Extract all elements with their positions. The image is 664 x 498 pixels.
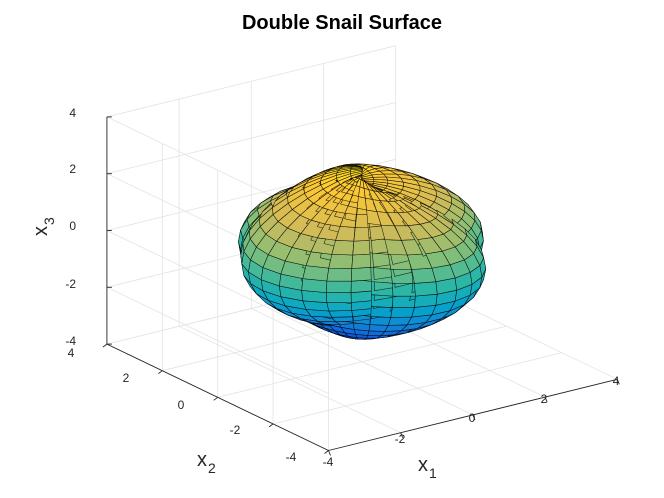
z-tick-labels: -4 -2 0 2 4 xyxy=(65,106,76,348)
x-axis-label-subscript: 1 xyxy=(429,465,437,481)
x-tick-mark xyxy=(328,450,331,456)
y-tick-label: 4 xyxy=(68,346,75,360)
x-tick-label: 4 xyxy=(613,374,620,388)
surface-patch xyxy=(463,234,478,255)
z-tick-label: -2 xyxy=(65,277,76,291)
surface-patch xyxy=(414,281,438,297)
y-tick-mark xyxy=(158,370,163,375)
surface-patch xyxy=(328,254,354,269)
axes-lines xyxy=(102,116,620,456)
y-tick-mark xyxy=(102,343,108,348)
grid-line xyxy=(217,325,507,398)
z-axis-label-subscript: 3 xyxy=(41,217,57,225)
surface-patch xyxy=(326,267,353,282)
z-tick-label: 2 xyxy=(69,162,76,176)
surface-patch xyxy=(326,292,352,303)
grid-line xyxy=(106,45,396,118)
surface-patch xyxy=(331,240,355,256)
surface-patch xyxy=(355,165,363,169)
z-tick-label: -4 xyxy=(65,334,76,348)
x-tick-label: -2 xyxy=(395,432,406,446)
surface-patch xyxy=(328,310,354,318)
z-axis-label-base: x xyxy=(30,226,52,236)
y-axis-label-subscript: 2 xyxy=(208,460,216,476)
y-axis-label: x2 xyxy=(197,449,216,476)
z-tick-label: 0 xyxy=(69,219,76,233)
x-tick-labels: -4 -2 0 2 4 xyxy=(323,374,620,469)
x-tick-mark xyxy=(472,414,476,421)
x-tick-label: -4 xyxy=(323,455,334,469)
x-axis-label-base: x xyxy=(418,454,428,476)
x-tick-label: 0 xyxy=(469,411,476,425)
y-tick-mark xyxy=(268,423,274,428)
y-tick-label: -2 xyxy=(230,423,241,437)
surface-patch xyxy=(411,267,437,284)
y-tick-label: 2 xyxy=(123,371,130,385)
surface-patch xyxy=(326,302,353,312)
z-tick-label: 4 xyxy=(69,106,76,120)
x-tick-mark xyxy=(616,379,620,385)
surface-patch xyxy=(390,307,415,318)
chart-title: Double Snail Surface xyxy=(242,12,442,34)
z-axis-label: x3 xyxy=(30,217,57,236)
x-tick-label: 2 xyxy=(541,392,548,406)
surface-patch xyxy=(414,293,438,308)
grid-line xyxy=(106,230,329,338)
y-axis-label-base: x xyxy=(197,449,207,471)
snail-surface xyxy=(238,163,487,340)
x-axis-label: x1 xyxy=(418,454,437,481)
y-tick-labels: -4 -2 0 2 4 xyxy=(68,346,297,464)
surface-patch xyxy=(326,280,352,293)
y-tick-label: -4 xyxy=(286,450,297,464)
x-tick-mark xyxy=(400,432,404,438)
y-tick-mark xyxy=(213,396,218,401)
x-tick-mark xyxy=(544,396,548,403)
grid-line xyxy=(106,102,396,175)
surface-patch xyxy=(461,211,476,229)
y-tick-mark xyxy=(324,450,329,454)
y-tick-label: 0 xyxy=(178,398,185,412)
axes-grid xyxy=(106,45,618,451)
